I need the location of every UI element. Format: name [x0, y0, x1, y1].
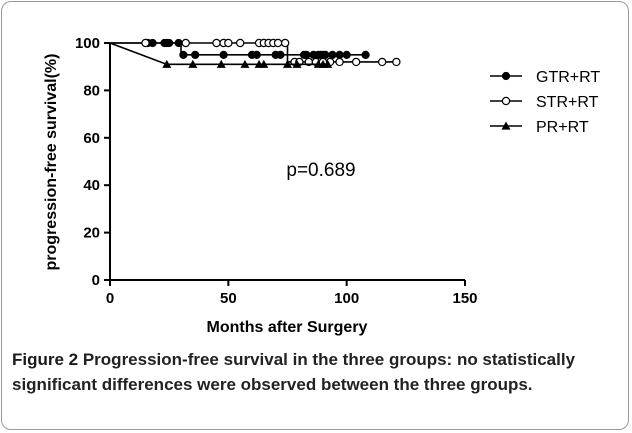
- censor-mark: [216, 59, 226, 68]
- p-value-annotation: p=0.689: [286, 160, 355, 181]
- censor-mark: [179, 50, 188, 59]
- y-tick-label: 80: [83, 82, 100, 99]
- censor-mark: [335, 50, 344, 59]
- y-tick-label: 60: [83, 130, 100, 147]
- censor-mark: [188, 59, 198, 68]
- y-tick-label: 40: [83, 177, 100, 194]
- series-pr-rt: [109, 42, 333, 68]
- censor-mark: [328, 50, 337, 59]
- censor-mark: [292, 59, 302, 68]
- censor-mark: [235, 38, 245, 48]
- censor-mark: [392, 57, 401, 67]
- x-tick-label: 0: [106, 290, 114, 307]
- censor-mark: [280, 38, 290, 48]
- censor-mark: [342, 50, 351, 59]
- censor-mark: [321, 50, 330, 59]
- censor-mark: [323, 59, 333, 68]
- y-tick-label: 20: [83, 225, 100, 242]
- chart-series: [109, 38, 401, 68]
- censor-mark: [273, 38, 283, 48]
- censor-mark: [259, 59, 269, 68]
- legend-swatch-marker: [501, 71, 511, 81]
- censor-mark: [351, 57, 361, 67]
- censor-mark: [191, 50, 200, 59]
- figure-caption: Figure 2 Progression-free survival in th…: [12, 347, 618, 397]
- censor-mark: [141, 38, 150, 48]
- censor-mark: [162, 59, 172, 68]
- censor-mark: [335, 57, 344, 67]
- censor-mark: [377, 57, 387, 67]
- legend-label: PR+RT: [536, 119, 589, 136]
- y-axis-title: progression-free survival(%): [43, 54, 60, 271]
- censor-mark: [240, 59, 250, 68]
- legend-swatch-marker: [501, 121, 511, 130]
- x-tick-label: 50: [220, 290, 237, 307]
- x-axis-title: Months after Surgery: [207, 319, 368, 336]
- chart-axes: 0 50 100 150 0 20 40 60 80 100: [75, 35, 478, 307]
- censor-mark: [212, 38, 221, 48]
- censor-mark: [283, 59, 292, 68]
- censor-mark: [302, 50, 311, 59]
- x-tick-label: 150: [452, 290, 477, 307]
- censor-mark: [219, 50, 228, 59]
- censor-mark: [361, 50, 370, 59]
- y-tick-label: 100: [75, 35, 100, 52]
- legend-label: GTR+RT: [536, 69, 600, 86]
- legend-swatch-marker: [501, 96, 511, 106]
- figure-caption-text: Progression-free survival in the three g…: [12, 350, 576, 394]
- censor-mark: [224, 38, 233, 48]
- legend-label: STR+RT: [536, 94, 599, 111]
- x-tick-label: 100: [334, 290, 359, 307]
- figure-caption-label: Figure 2: [12, 350, 79, 369]
- censor-mark: [252, 50, 261, 59]
- censor-mark: [276, 50, 285, 59]
- censor-mark: [181, 38, 190, 48]
- chart-legend: GTR+RT STR+RT PR+RT: [490, 69, 600, 136]
- y-tick-label: 0: [92, 272, 100, 289]
